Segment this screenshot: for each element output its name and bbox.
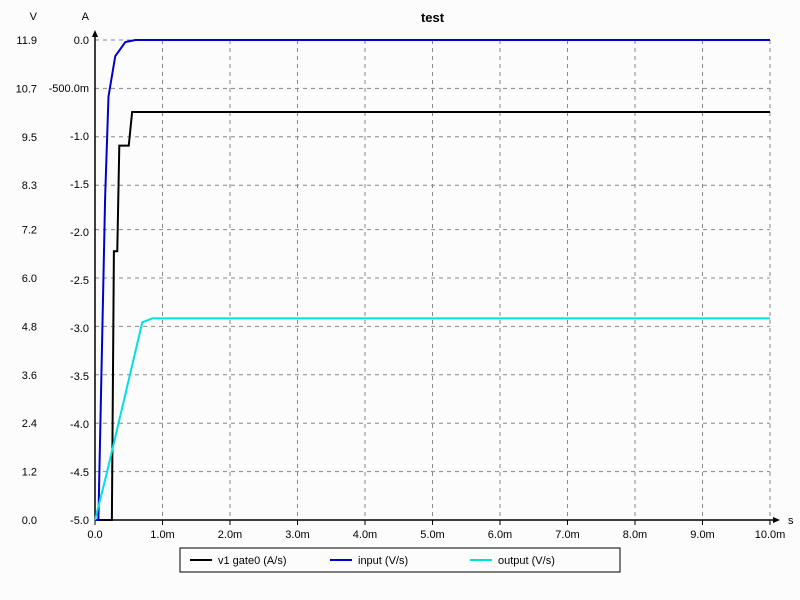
- y-right-tick-label: 0.0: [74, 35, 89, 47]
- x-axis-label: s: [788, 515, 794, 527]
- chart-container: 0.0 1.0m 2.0m 3.0m 4.0m 5.0m 6.0m 7.0m 8.0m 9.0m 1…: [0, 0, 800, 600]
- x-tick-label: 4.0m: [353, 529, 377, 541]
- y-right-tick-label: -3.0: [70, 323, 89, 335]
- y-right-tick-label: -1.0: [70, 131, 89, 143]
- x-tick-label: 0.0: [87, 529, 102, 541]
- x-tick-label: 7.0m: [555, 529, 579, 541]
- y-left-tick-label: 9.5: [22, 132, 37, 144]
- x-tick-label: 10.0m: [755, 529, 786, 541]
- y-left-tick-label: 1.2: [22, 467, 37, 479]
- y-left-axis-label: V: [30, 11, 38, 23]
- x-tick-label: 2.0m: [218, 529, 242, 541]
- legend-label: output (V/s): [498, 555, 555, 567]
- y-right-tick-label: -2.5: [70, 275, 89, 287]
- x-tick-label: 8.0m: [623, 529, 647, 541]
- y-left-tick-label: 3.6: [22, 370, 37, 382]
- x-tick-label: 3.0m: [285, 529, 309, 541]
- y-right-tick-label: -4.5: [70, 467, 89, 479]
- x-tick-label: 6.0m: [488, 529, 512, 541]
- y-left-tick-label: 10.7: [16, 83, 37, 95]
- y-left-tick-label: 7.2: [22, 225, 37, 237]
- legend-label: input (V/s): [358, 555, 408, 567]
- x-tick-label: 9.0m: [690, 529, 714, 541]
- y-right-tick-label: -3.5: [70, 371, 89, 383]
- y-right-tick-label: -5.0: [70, 515, 89, 527]
- y-left-tick-label: 2.4: [22, 418, 37, 430]
- y-right-tick-label: -2.0: [70, 227, 89, 239]
- y-left-tick-label: 6.0: [22, 273, 37, 285]
- y-right-tick-label: -1.5: [70, 179, 89, 191]
- y-right-tick-label: -500.0m: [49, 83, 89, 95]
- x-tick-label: 1.0m: [150, 529, 174, 541]
- x-tick-label: 5.0m: [420, 529, 444, 541]
- y-left-tick-label: 8.3: [22, 180, 37, 192]
- y-left-tick-label: 11.9: [16, 35, 37, 47]
- chart-svg: 0.0 1.0m 2.0m 3.0m 4.0m 5.0m 6.0m 7.0m 8.0m 9.0m 1…: [0, 0, 800, 600]
- y-left-tick-label: 4.8: [22, 321, 37, 333]
- y-right-tick-label: -4.0: [70, 419, 89, 431]
- y-right-axis-label: A: [82, 11, 90, 23]
- y-left-tick-label: 0.0: [22, 515, 37, 527]
- chart-title: test: [421, 10, 445, 25]
- legend-label: v1 gate0 (A/s): [218, 555, 286, 567]
